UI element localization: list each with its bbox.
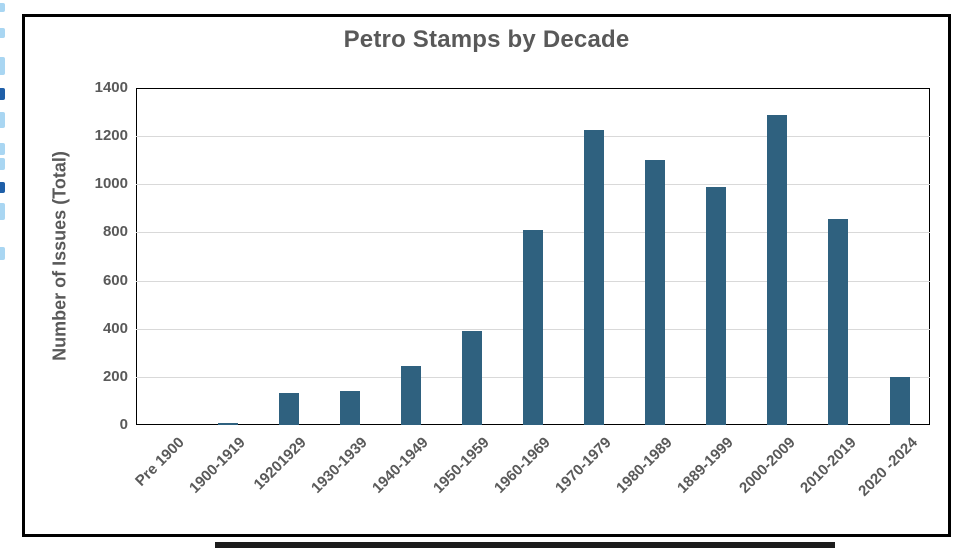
- bar: [706, 186, 727, 425]
- y-axis-tick-label: 1400: [94, 79, 128, 96]
- y-axis-tick-label: 0: [119, 416, 128, 433]
- bar: [645, 160, 666, 425]
- bar: [400, 366, 421, 425]
- bar: [339, 391, 360, 425]
- gridline: [136, 184, 930, 186]
- y-axis-tick-label: 200: [102, 367, 128, 385]
- clipped-text-fragment: [0, 28, 5, 38]
- bar: [584, 130, 605, 425]
- bar: [828, 219, 849, 425]
- bar: [217, 422, 238, 425]
- y-axis-tick-label: 600: [102, 271, 128, 289]
- clipped-text-fragment: [0, 247, 5, 260]
- y-axis-tick-label: 400: [102, 319, 128, 337]
- bar: [523, 230, 543, 425]
- y-axis-title: Number of Issues (Total): [49, 151, 70, 361]
- gridline: [136, 136, 930, 138]
- bar: [767, 114, 788, 425]
- bar: [278, 392, 299, 425]
- clipped-text-fragment: [0, 112, 5, 128]
- bar: [461, 331, 482, 425]
- clipped-text-fragment: [0, 203, 5, 220]
- clipped-text-fragment: [0, 158, 5, 170]
- clipped-text-fragment: [0, 182, 5, 193]
- clipped-text-fragment: [0, 88, 5, 100]
- y-axis-tick-label: 1000: [94, 175, 128, 193]
- y-axis-tick-label: 800: [102, 223, 128, 241]
- chart-title: Petro Stamps by Decade: [343, 26, 630, 53]
- divider-bar: [215, 542, 835, 548]
- bar: [889, 376, 910, 425]
- clipped-text-fragment: [0, 143, 5, 155]
- clipped-text-fragment: [0, 57, 5, 75]
- y-axis-tick-label: 1200: [94, 127, 128, 145]
- clipped-text-fragment: [0, 3, 5, 12]
